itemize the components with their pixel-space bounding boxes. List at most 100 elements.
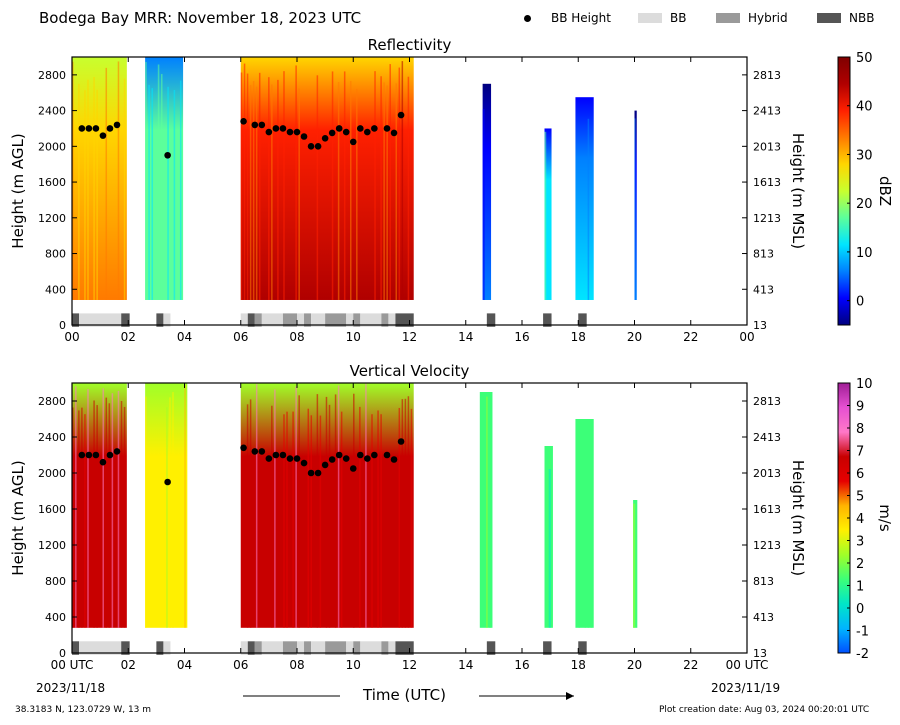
y-tick-right-label: 2413 <box>753 431 781 444</box>
precip-period-4 <box>544 128 552 300</box>
y-tick-label: 800 <box>45 575 66 588</box>
legend-label-bb-height: BB Height <box>551 11 611 25</box>
bb-class-bar-bb <box>240 641 248 655</box>
precip-streak <box>407 396 410 628</box>
precip-streak <box>328 404 331 628</box>
bb-height-point <box>364 455 371 462</box>
precip-streak <box>295 65 297 300</box>
y-tick-label: 400 <box>45 611 66 624</box>
precip-streak <box>310 415 313 628</box>
bb-class-bar-bb <box>388 641 396 655</box>
x-tick-label: 04 <box>177 658 192 672</box>
precip-streak <box>252 81 255 300</box>
bb-class-bar-hybrid <box>381 641 389 655</box>
precip-streak <box>307 408 310 628</box>
precip-streak <box>634 118 636 300</box>
precip-streak <box>102 388 104 628</box>
legend-swatch-hybrid <box>716 13 740 23</box>
bb-height-point <box>265 455 273 462</box>
bb-class-bar-hybrid <box>381 313 389 327</box>
precip-streak <box>486 396 488 628</box>
bb-height-point <box>106 125 114 132</box>
legend-label-nbb: NBB <box>849 11 875 25</box>
colorbar-label: dBZ <box>876 176 894 206</box>
legend-marker-bb-height <box>524 14 531 22</box>
bb-class-bar-bb <box>311 641 326 655</box>
bb-class-bar-bb <box>388 313 396 327</box>
bb-class-bar-bb <box>261 641 283 655</box>
bb-height-point <box>383 451 391 459</box>
precip-streak <box>331 71 334 300</box>
bb-height-point <box>383 125 391 132</box>
y-axis-label: Height (m AGL) <box>9 133 27 248</box>
y-tick-right-label: 2813 <box>753 395 781 408</box>
y-axis-label-right: Height (m MSL) <box>789 133 807 249</box>
precip-streak <box>117 61 120 300</box>
y-tick-label: 800 <box>45 248 66 261</box>
bb-height-point <box>78 125 86 132</box>
y-axis-label: Height (m AGL) <box>9 460 27 575</box>
y-tick-label: 0 <box>59 647 66 660</box>
precip-streak <box>334 394 337 628</box>
arrow-head-icon <box>566 692 574 700</box>
x-tick-label: 18 <box>571 330 586 344</box>
bb-class-bar-hybrid <box>282 313 297 327</box>
precip-streak <box>587 118 590 300</box>
precip-streak <box>587 431 590 628</box>
y-tick-right-label: 2013 <box>753 140 781 153</box>
precip-streak <box>93 400 95 628</box>
precip-streak <box>243 63 246 300</box>
x-tick-label: 12 <box>402 330 417 344</box>
colorbar-reflectivity <box>837 56 851 326</box>
y-tick-label: 2400 <box>38 431 66 444</box>
bb-height-point <box>293 455 301 462</box>
bb-height-point <box>251 121 259 129</box>
precip-streak <box>169 397 171 628</box>
y-tick-right-label: 2013 <box>753 467 781 480</box>
x-tick-label: 22 <box>683 330 698 344</box>
precip-streak <box>298 395 300 628</box>
colorbar-tick-label: -1 <box>856 625 869 640</box>
x-tick-label: 16 <box>514 658 529 672</box>
y-tick-right-label: 413 <box>753 283 774 296</box>
bb-class-bar-hybrid <box>282 641 297 655</box>
precip-streak <box>482 109 485 300</box>
precip-streak <box>359 406 361 628</box>
precip-streak <box>78 410 80 628</box>
y-tick-right-label: 13 <box>753 647 767 660</box>
precip-streak <box>249 85 252 300</box>
station-location: 38.3183 N, 123.0729 W, 13 m <box>15 705 152 715</box>
precip-streak <box>111 393 114 628</box>
bb-height-point <box>356 125 364 132</box>
precip-streak <box>148 84 150 300</box>
precip-streak <box>166 407 168 628</box>
precip-streak <box>84 414 86 628</box>
precip-streak <box>172 392 174 628</box>
precip-streak <box>246 404 249 628</box>
precip-streak <box>258 72 261 300</box>
bb-height-point <box>371 451 378 459</box>
bb-class-bar-bb <box>240 313 248 327</box>
precip-streak <box>389 64 391 300</box>
bb-class-bar-nbb <box>486 641 496 655</box>
bb-class-bar-nbb <box>578 313 587 327</box>
precip-streak <box>325 396 328 628</box>
bb-height-point <box>307 143 315 150</box>
x-tick-label: 16 <box>514 330 529 344</box>
precip-streak <box>96 89 98 300</box>
start-date-label: 2023/11/18 <box>36 681 106 695</box>
colorbar-tick-label: 1 <box>856 580 864 595</box>
precip-streak <box>108 403 111 628</box>
bb-height-point <box>314 143 322 150</box>
bb-class-bar-nbb <box>543 313 552 327</box>
bb-class-bar-bb <box>163 313 171 327</box>
precip-streak <box>160 74 163 300</box>
bb-height-point <box>307 469 315 477</box>
precip-streak <box>371 414 373 628</box>
precip-streak <box>295 386 297 628</box>
precip-streak <box>271 405 273 628</box>
colorbar-tick-label: 0 <box>856 295 864 310</box>
legend-item-hybrid: Hybrid <box>716 11 788 25</box>
bb-height-point <box>92 125 100 132</box>
